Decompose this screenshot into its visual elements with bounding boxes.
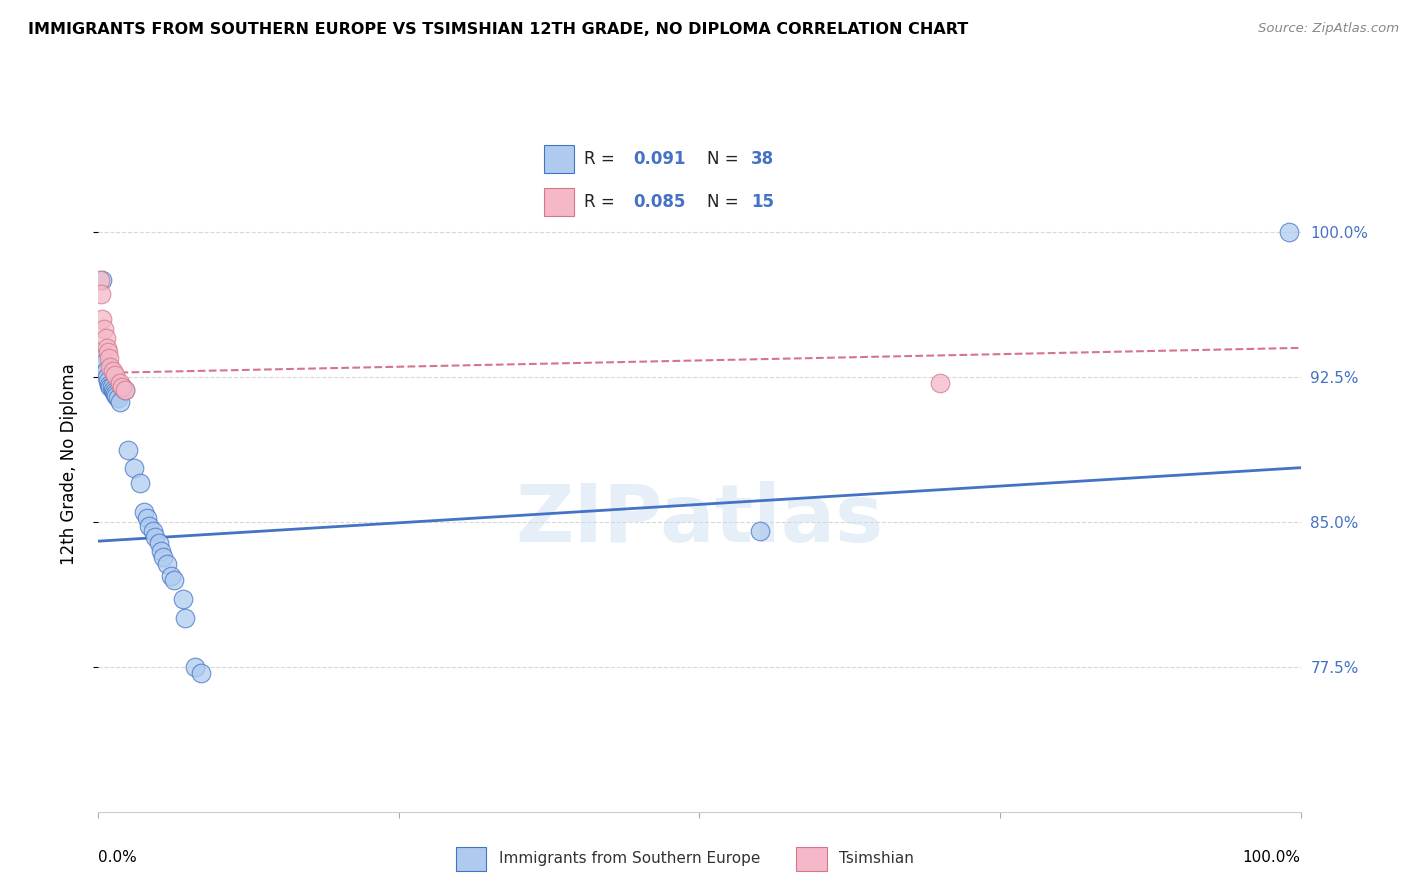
Point	[90, 286, 112, 301]
Text: R =: R =	[583, 150, 620, 168]
Point	[98, 351, 121, 365]
Point	[100, 379, 122, 393]
Point	[183, 660, 205, 674]
Point	[267, 824, 290, 838]
Point	[104, 387, 127, 401]
Point	[97, 374, 120, 388]
Point	[98, 377, 121, 392]
Point	[108, 395, 131, 409]
Point	[149, 544, 172, 558]
Text: IMMIGRANTS FROM SOUTHERN EUROPE VS TSIMSHIAN 12TH GRADE, NO DIPLOMA CORRELATION : IMMIGRANTS FROM SOUTHERN EUROPE VS TSIMS…	[28, 22, 969, 37]
Point	[141, 524, 163, 539]
Point	[117, 443, 139, 458]
Point	[156, 558, 179, 572]
Text: 0.085: 0.085	[633, 194, 686, 211]
Point	[163, 573, 186, 587]
Point	[91, 273, 114, 287]
Point	[100, 360, 122, 375]
Point	[190, 665, 212, 680]
Point	[104, 368, 127, 382]
Point	[111, 379, 134, 393]
Point	[96, 341, 118, 355]
Y-axis label: 12th Grade, No Diploma: 12th Grade, No Diploma	[59, 363, 77, 565]
Point	[105, 389, 128, 403]
Point	[89, 273, 111, 287]
Point	[100, 379, 122, 393]
FancyBboxPatch shape	[796, 847, 827, 871]
Point	[174, 611, 197, 625]
Point	[1277, 225, 1299, 239]
Text: 0.091: 0.091	[633, 150, 686, 168]
Point	[129, 476, 152, 491]
Text: Tsimshian: Tsimshian	[839, 852, 914, 866]
Point	[93, 356, 115, 370]
Text: Source: ZipAtlas.com: Source: ZipAtlas.com	[1258, 22, 1399, 36]
Text: 15: 15	[751, 194, 773, 211]
Text: N =: N =	[707, 150, 744, 168]
Point	[93, 321, 115, 335]
Point	[91, 351, 114, 365]
Text: R =: R =	[583, 194, 620, 211]
Point	[114, 384, 136, 398]
Point	[148, 536, 170, 550]
Point	[107, 391, 129, 405]
Text: 38: 38	[751, 150, 773, 168]
Point	[101, 384, 124, 398]
Point	[97, 344, 120, 359]
Text: 0.0%: 0.0%	[98, 850, 138, 865]
FancyBboxPatch shape	[544, 145, 575, 173]
Point	[124, 460, 146, 475]
Point	[152, 549, 174, 564]
Point	[172, 592, 194, 607]
Point	[928, 376, 950, 390]
Point	[159, 569, 181, 583]
Text: Immigrants from Southern Europe: Immigrants from Southern Europe	[499, 852, 761, 866]
Point	[94, 364, 117, 378]
Point	[132, 505, 155, 519]
FancyBboxPatch shape	[544, 188, 575, 216]
Point	[103, 385, 125, 400]
Point	[111, 379, 134, 393]
Point	[101, 364, 124, 378]
Point	[94, 331, 117, 345]
Point	[91, 312, 114, 326]
Point	[748, 524, 770, 539]
Point	[138, 518, 160, 533]
Point	[96, 369, 118, 384]
Text: N =: N =	[707, 194, 744, 211]
FancyBboxPatch shape	[456, 847, 486, 871]
Point	[135, 511, 157, 525]
Point	[114, 384, 136, 398]
Text: 100.0%: 100.0%	[1243, 850, 1301, 865]
Text: ZIPatlas: ZIPatlas	[516, 481, 883, 558]
Point	[143, 530, 166, 544]
Point	[108, 376, 131, 390]
